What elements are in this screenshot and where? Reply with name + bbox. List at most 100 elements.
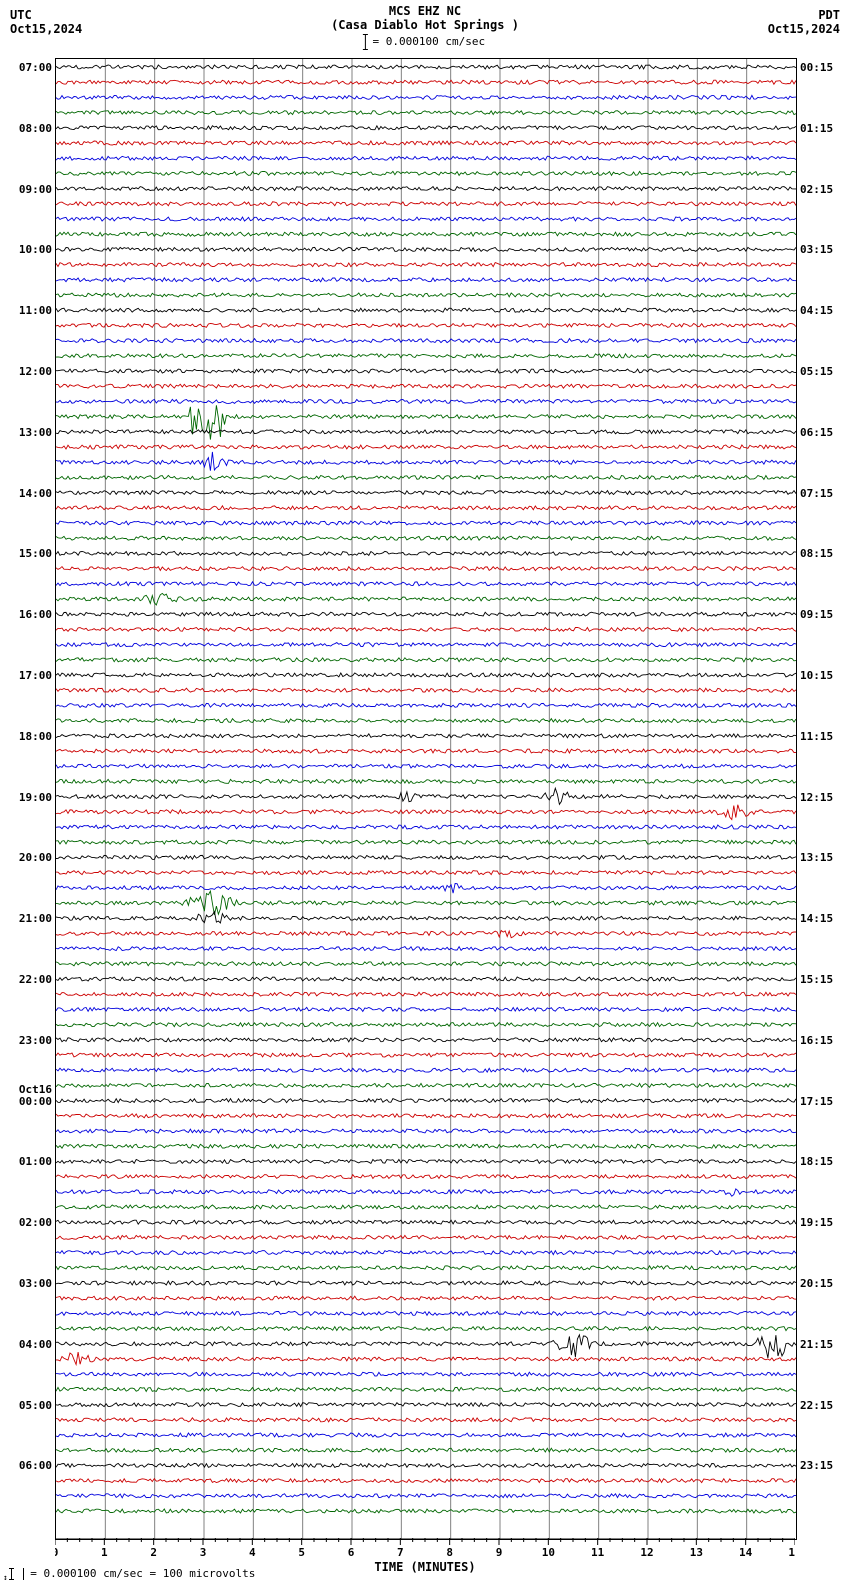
trace-line	[56, 805, 796, 820]
header: UTC Oct15,2024 PDT Oct15,2024 MCS EHZ NC…	[0, 0, 850, 55]
trace-line	[56, 65, 796, 69]
trace-line	[56, 884, 796, 894]
day-break-label: Oct16	[19, 1083, 52, 1096]
trace-line	[56, 1296, 796, 1300]
trace-line	[56, 232, 796, 236]
trace-line	[56, 1463, 796, 1467]
trace-line	[56, 1220, 796, 1224]
trace-line	[56, 1251, 796, 1255]
trace-line	[56, 1433, 796, 1437]
utc-corner: UTC Oct15,2024	[10, 8, 82, 37]
date-label-left: Oct15,2024	[10, 22, 82, 36]
trace-line	[56, 1053, 796, 1057]
left-time-label: 10:00	[19, 244, 52, 255]
trace-line	[56, 521, 796, 525]
right-time-label: 05:15	[800, 366, 833, 377]
trace-line	[56, 1266, 796, 1270]
trace-line	[56, 688, 796, 692]
svg-text:10: 10	[542, 1546, 555, 1559]
svg-text:5: 5	[298, 1546, 305, 1559]
location-title: (Casa Diablo Hot Springs )	[331, 18, 519, 32]
left-time-label: 07:00	[19, 62, 52, 73]
seismogram-container: UTC Oct15,2024 PDT Oct15,2024 MCS EHZ NC…	[0, 0, 850, 1584]
right-time-label: 03:15	[800, 244, 833, 255]
right-time-label: 16:15	[800, 1035, 833, 1046]
left-time-label: 02:00	[19, 1217, 52, 1228]
trace-line	[56, 551, 796, 555]
trace-line	[56, 1144, 796, 1148]
trace-line	[56, 891, 796, 915]
trace-line	[56, 278, 796, 282]
svg-text:9: 9	[496, 1546, 503, 1559]
trace-line	[56, 1038, 796, 1042]
left-time-label: 20:00	[19, 852, 52, 863]
trace-line	[56, 384, 796, 388]
trace-line	[56, 506, 796, 510]
trace-line	[56, 1479, 796, 1483]
trace-line	[56, 1083, 796, 1087]
svg-text:1: 1	[101, 1546, 108, 1559]
trace-line	[56, 339, 796, 343]
trace-line	[56, 445, 796, 449]
trace-line	[56, 1205, 796, 1209]
right-time-label: 09:15	[800, 609, 833, 620]
left-time-label: 15:00	[19, 548, 52, 559]
trace-line	[56, 1327, 796, 1331]
right-time-label: 22:15	[800, 1400, 833, 1411]
svg-text:2: 2	[150, 1546, 157, 1559]
trace-line	[56, 764, 796, 768]
trace-line	[56, 263, 796, 267]
trace-line	[56, 1235, 796, 1239]
right-time-label: 15:15	[800, 974, 833, 985]
svg-text:7: 7	[397, 1546, 404, 1559]
tz-label-right: PDT	[768, 8, 840, 22]
trace-line	[56, 962, 796, 966]
svg-text:13: 13	[690, 1546, 703, 1559]
trace-line	[56, 1114, 796, 1118]
trace-line	[56, 323, 796, 327]
right-time-label: 13:15	[800, 852, 833, 863]
trace-line	[56, 111, 796, 115]
trace-line	[56, 749, 796, 753]
svg-text:0: 0	[55, 1546, 58, 1559]
trace-line	[56, 1129, 796, 1133]
trace-line	[56, 1509, 796, 1513]
trace-line	[56, 658, 796, 662]
left-time-label: 17:00	[19, 670, 52, 681]
trace-line	[56, 475, 796, 479]
svg-text:8: 8	[446, 1546, 453, 1559]
trace-line	[56, 582, 796, 586]
trace-line	[56, 912, 796, 924]
left-time-label: 23:00	[19, 1035, 52, 1046]
trace-line	[56, 187, 796, 191]
svg-text:6: 6	[348, 1546, 355, 1559]
right-time-label: 11:15	[800, 731, 833, 742]
left-time-label: 08:00	[19, 123, 52, 134]
trace-line	[56, 1281, 796, 1285]
tz-label-left: UTC	[10, 8, 82, 22]
left-time-label: 21:00	[19, 913, 52, 924]
right-time-label: 18:15	[800, 1156, 833, 1167]
right-time-label: 04:15	[800, 305, 833, 316]
left-time-label: 13:00	[19, 427, 52, 438]
left-time-label: 18:00	[19, 731, 52, 742]
trace-line	[56, 947, 796, 951]
right-time-label: 07:15	[800, 488, 833, 499]
trace-line	[56, 141, 796, 145]
trace-line	[56, 992, 796, 996]
trace-line	[56, 1494, 796, 1498]
station-title: MCS EHZ NC	[389, 4, 461, 18]
trace-line	[56, 491, 796, 495]
scale-note: = 0.000100 cm/sec	[365, 34, 485, 50]
trace-line	[56, 612, 796, 616]
trace-line	[56, 931, 796, 938]
trace-line	[56, 734, 796, 738]
trace-line	[56, 703, 796, 707]
left-time-label: 09:00	[19, 184, 52, 195]
trace-line	[56, 1023, 796, 1027]
left-time-label: 04:00	[19, 1339, 52, 1350]
svg-text:14: 14	[739, 1546, 753, 1559]
scale-text: = 0.000100 cm/sec	[373, 35, 486, 48]
trace-line	[56, 593, 796, 605]
trace-line	[56, 1068, 796, 1072]
